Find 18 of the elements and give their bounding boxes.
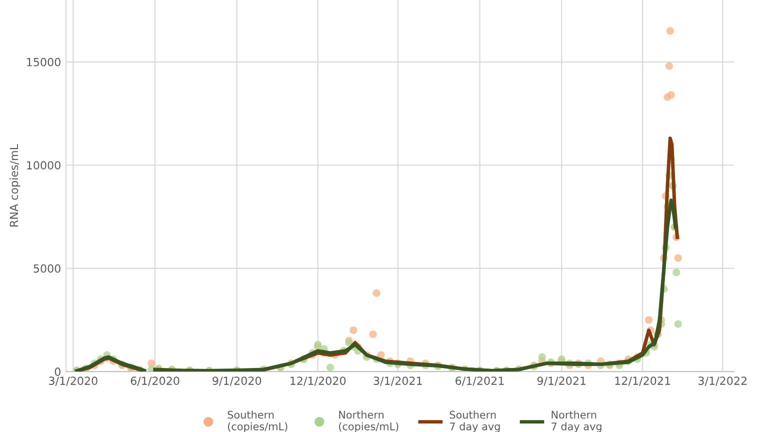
x-tick-label: 12/1/2021 [615, 376, 670, 386]
y-axis-title: RNA copies/mL [10, 144, 20, 226]
legend-label: Northern (copies/mL) [339, 410, 398, 432]
legend-label: Southern (copies/mL) [228, 410, 288, 432]
x-tick-label: 12/1/2020 [290, 376, 346, 386]
legend-label: Northern 7 day avg [552, 410, 602, 432]
x-tick-label: 9/1/2020 [212, 376, 262, 386]
y-tick-label: 15000 [27, 58, 60, 66]
x-tick-label: 3/1/2021 [374, 376, 422, 386]
x-tick-label: 6/1/2020 [130, 376, 180, 386]
y-tick-label: 0 [54, 367, 60, 376]
x-tick-label: 6/1/2021 [456, 376, 504, 386]
y-tick-label: 5000 [34, 264, 60, 273]
y-tick-label: 10000 [27, 161, 60, 170]
x-tick-label: 3/1/2020 [49, 376, 98, 386]
legend-label: Southern 7 day avg [450, 410, 500, 432]
x-tick-label: 9/1/2021 [537, 376, 586, 386]
x-tick-label: 3/1/2022 [698, 376, 746, 386]
